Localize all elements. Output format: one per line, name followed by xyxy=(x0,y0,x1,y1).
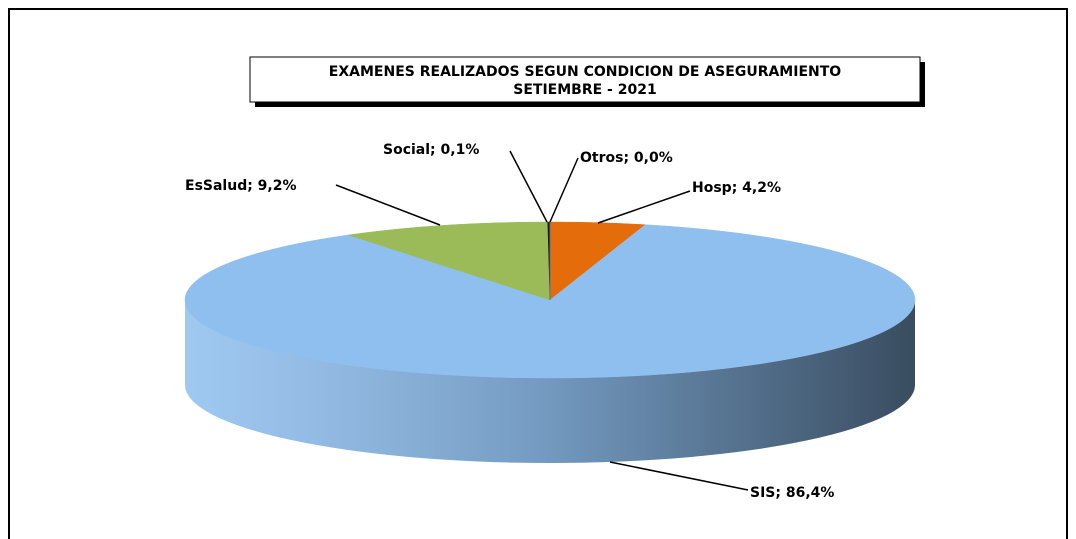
slice xyxy=(184,224,916,379)
data-label: Otros; 0,0% xyxy=(580,150,673,166)
leader-line xyxy=(509,150,548,223)
slice-side-shade xyxy=(185,300,915,463)
leader-line xyxy=(597,190,691,224)
leader-line xyxy=(335,184,441,226)
data-label: EsSalud; 9,2% xyxy=(185,178,297,194)
data-label: Social; 0,1% xyxy=(383,142,479,158)
leader-line xyxy=(609,461,749,491)
chart-subtitle: SETIEMBRE - 2021 xyxy=(513,82,656,98)
data-label: SIS; 86,4% xyxy=(750,485,834,501)
data-label: Hosp; 4,2% xyxy=(692,180,781,196)
chart-title: EXAMENES REALIZADOS SEGUN CONDICION DE A… xyxy=(329,64,841,80)
leader-line xyxy=(549,157,579,223)
slice xyxy=(348,221,551,301)
title-box xyxy=(249,56,921,103)
